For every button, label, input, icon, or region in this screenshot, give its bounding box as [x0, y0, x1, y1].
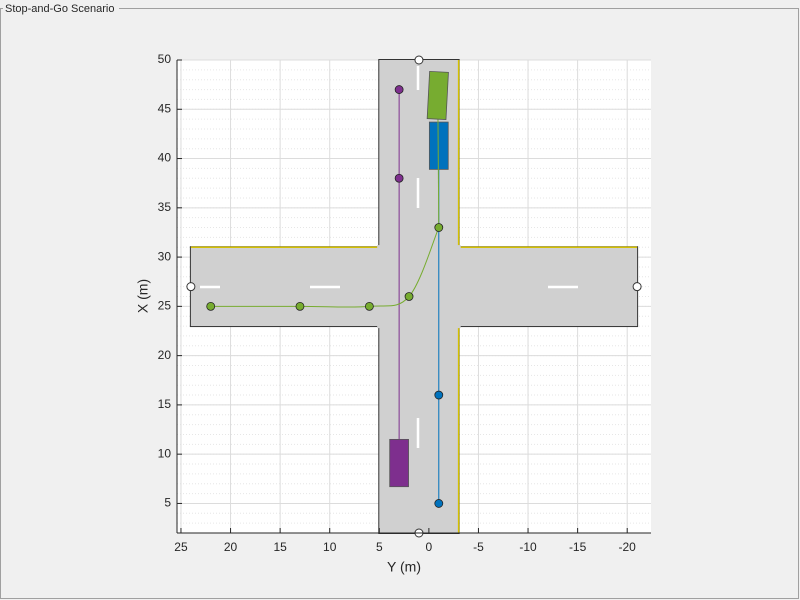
y-tick-label: 5 [164, 496, 171, 510]
x-tick-label: 15 [273, 540, 287, 554]
x-tick-label: -10 [519, 540, 537, 554]
waypoint [295, 301, 305, 311]
y-tick-label: 25 [158, 299, 172, 313]
waypoint [394, 173, 404, 183]
y-axis-label: X (m) [135, 279, 151, 313]
waypoint [434, 390, 444, 400]
road-endpoint [414, 55, 424, 65]
x-tick-label: 5 [376, 540, 383, 554]
y-tick-label: 40 [158, 151, 172, 165]
x-tick-label: 10 [323, 540, 337, 554]
waypoint [404, 292, 414, 301]
y-tick-label: 50 [158, 52, 172, 66]
lane-markings [200, 66, 578, 448]
panel-title-bg [3, 2, 119, 16]
y-tick-label: 35 [158, 200, 172, 214]
actors [206, 70, 449, 508]
y-tick-label: 20 [158, 348, 172, 362]
waypoint [364, 301, 374, 311]
waypoint [434, 223, 444, 232]
road-endpoint [632, 282, 642, 292]
x-tick-label: 0 [426, 540, 433, 554]
x-tick-label: -15 [569, 540, 587, 554]
x-axis-label: Y (m) [387, 559, 421, 575]
waypoint [434, 499, 444, 508]
vehicle [389, 438, 409, 488]
panel-title: Stop-and-Go Scenario [5, 3, 114, 15]
y-tick-label: 30 [158, 249, 172, 263]
waypoint [206, 301, 216, 311]
intersection [377, 245, 461, 329]
x-tick-label: -20 [619, 540, 637, 554]
y-tick-label: 15 [158, 397, 172, 411]
y-tick-label: 10 [158, 446, 172, 460]
y-tick-label: 45 [158, 101, 172, 115]
vehicle [426, 70, 449, 121]
x-tick-label: 25 [174, 540, 188, 554]
waypoint [394, 85, 404, 94]
road-endpoint [186, 282, 196, 292]
x-tick-label: 20 [224, 540, 238, 554]
x-tick-label: -5 [473, 540, 484, 554]
